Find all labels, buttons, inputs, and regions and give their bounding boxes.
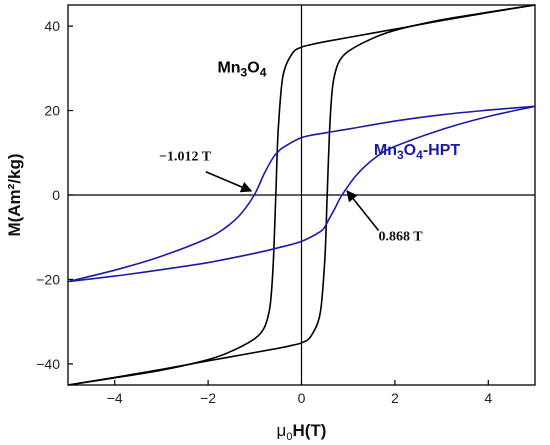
series-1-upper-branch [67, 105, 536, 283]
series-0-upper-branch [67, 4, 536, 386]
annotation-coercivity-hpt-negative: −1.012 T [159, 149, 212, 164]
annotation-layer: −1.012 T 0.868 T [159, 149, 423, 244]
annotation-arrow-negative [205, 171, 253, 193]
series-label-hpt-suffix: -HPT [423, 142, 461, 159]
series-label-hpt-sub1: 3 [397, 148, 404, 162]
x-axis: −4 −2 0 2 4 [107, 380, 492, 406]
x-tick-label: 4 [484, 390, 492, 406]
series-label-mn3o4-mid: O [247, 60, 259, 77]
x-tick-label: −2 [200, 390, 216, 406]
y-tick-label: 40 [44, 18, 60, 34]
y-axis: −40 −20 0 20 40 [36, 18, 73, 372]
series-label-mn3o4-sub2: 4 [260, 66, 267, 80]
series-layer [67, 4, 536, 386]
y-tick-label: −20 [36, 271, 60, 287]
series-label-mn3o4-main: Mn [217, 60, 240, 77]
series-0-lower-branch [67, 4, 536, 386]
series-1-lower-branch [67, 105, 536, 283]
x-axis-title-subscript: 0 [286, 431, 292, 443]
y-tick-label: 0 [52, 187, 60, 203]
x-axis-title: μ0H(T) [277, 421, 327, 443]
plot-area [67, 4, 536, 386]
series-label-mn3o4: Mn3O4 [217, 60, 266, 80]
x-axis-title-suffix: H(T) [292, 421, 326, 440]
series-label-mn3o4-hpt: Mn3O4-HPT [374, 142, 460, 162]
x-tick-label: 2 [391, 390, 399, 406]
annotation-coercivity-hpt-positive: 0.868 T [379, 230, 424, 245]
x-tick-label: −4 [107, 390, 123, 406]
y-axis-title: M(Am²/kg) [5, 153, 24, 236]
y-tick-label: −40 [36, 356, 60, 372]
annotation-arrow-positive [346, 190, 380, 231]
series-label-mn3o4-sub1: 3 [241, 66, 248, 80]
x-tick-label: 0 [298, 390, 306, 406]
y-tick-label: 20 [44, 103, 60, 119]
series-label-hpt-main: Mn [374, 142, 397, 159]
series-label-hpt-sub2: 4 [416, 148, 423, 162]
series-label-hpt-mid: O [404, 142, 416, 159]
x-axis-title-prefix: μ [277, 421, 287, 440]
